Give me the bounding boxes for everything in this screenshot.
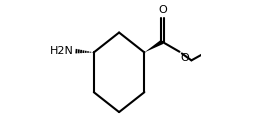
Polygon shape — [144, 40, 163, 52]
Text: O: O — [158, 5, 167, 15]
Text: O: O — [180, 53, 189, 63]
Text: H2N: H2N — [50, 46, 74, 56]
